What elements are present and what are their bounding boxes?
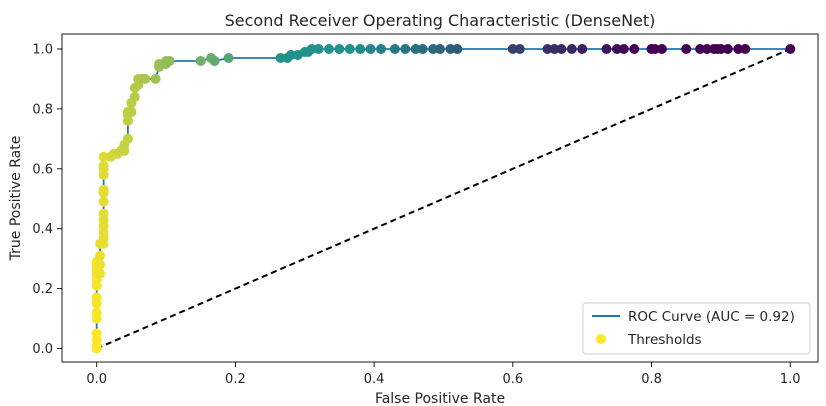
y-tick-label: 0.4 — [32, 222, 53, 237]
threshold-point — [275, 53, 286, 63]
x-tick-label: 0.8 — [641, 372, 662, 387]
threshold-point — [98, 184, 109, 195]
plot-frame — [61, 33, 819, 363]
threshold-point — [733, 44, 744, 54]
threshold-point — [417, 44, 428, 54]
threshold-point — [656, 44, 667, 54]
threshold-point — [601, 44, 612, 54]
threshold-point — [650, 44, 660, 54]
threshold-point — [452, 44, 463, 54]
x-tick-label: 1.0 — [780, 372, 801, 387]
threshold-point — [681, 44, 692, 54]
threshold-point — [150, 73, 161, 84]
y-axis-label: True Positive Rate — [8, 136, 24, 262]
threshold-point — [702, 44, 712, 54]
threshold-point — [140, 73, 151, 84]
y-tick-label: 0.8 — [32, 102, 53, 117]
threshold-point — [95, 268, 106, 279]
legend-threshold-swatch — [596, 334, 606, 344]
threshold-point — [428, 44, 439, 54]
x-tick-label: 0.2 — [225, 372, 246, 387]
threshold-point — [435, 44, 445, 54]
threshold-point — [355, 44, 366, 54]
threshold-point — [91, 292, 102, 303]
threshold-point — [98, 208, 109, 219]
threshold-point — [410, 44, 421, 54]
threshold-point — [740, 44, 751, 54]
threshold-point — [365, 44, 376, 54]
threshold-point — [611, 44, 622, 54]
threshold-point — [556, 44, 567, 54]
threshold-point — [549, 44, 560, 54]
threshold-point — [722, 44, 733, 54]
threshold-point — [334, 44, 345, 54]
threshold-point — [629, 44, 640, 54]
threshold-point — [129, 91, 140, 102]
threshold-point — [324, 44, 334, 54]
threshold-point — [344, 44, 355, 54]
y-tick-label: 1.0 — [32, 42, 53, 57]
threshold-point — [507, 44, 518, 54]
threshold-point — [542, 44, 553, 54]
legend-box — [582, 302, 811, 355]
x-tick-label: 0.6 — [502, 372, 523, 387]
y-tick-label: 0.2 — [32, 282, 53, 297]
threshold-point — [514, 44, 525, 54]
threshold-point — [98, 160, 109, 171]
threshold-point — [209, 56, 220, 66]
threshold-point — [164, 56, 175, 66]
threshold-point — [98, 196, 109, 207]
legend-threshold-label: Thresholds — [627, 332, 702, 348]
plot-area — [91, 44, 796, 354]
threshold-point — [91, 328, 102, 339]
threshold-point — [566, 44, 577, 54]
threshold-point — [95, 259, 106, 270]
threshold-point — [618, 44, 629, 54]
threshold-point — [313, 44, 324, 54]
legend-roc-label: ROC Curve (AUC = 0.92) — [628, 309, 795, 325]
y-tick-label: 0.6 — [32, 162, 53, 177]
legend: ROC Curve (AUC = 0.92) Thresholds — [582, 302, 811, 355]
threshold-point — [306, 44, 317, 54]
threshold-point — [91, 307, 102, 318]
threshold-point — [223, 53, 234, 63]
threshold-point — [195, 56, 206, 66]
x-tick-label: 0.4 — [364, 372, 385, 387]
threshold-point — [122, 133, 133, 144]
y-tick-label: 0.0 — [32, 342, 53, 357]
threshold-point — [400, 44, 411, 54]
x-axis-label: False Positive Rate — [375, 391, 505, 406]
threshold-point — [95, 250, 106, 261]
threshold-point — [785, 44, 796, 54]
threshold-point — [715, 44, 726, 54]
threshold-point — [126, 106, 137, 117]
threshold-point — [285, 50, 296, 60]
threshold-point — [376, 44, 386, 54]
threshold-point — [389, 44, 400, 54]
random-classifier-line — [96, 48, 791, 350]
threshold-point — [445, 44, 456, 54]
threshold-point — [98, 151, 109, 162]
chart-title: Second Receiver Operating Characteristic… — [225, 11, 656, 30]
x-tick-label: 0.0 — [86, 372, 107, 387]
threshold-point — [695, 44, 706, 54]
threshold-point — [577, 44, 588, 54]
